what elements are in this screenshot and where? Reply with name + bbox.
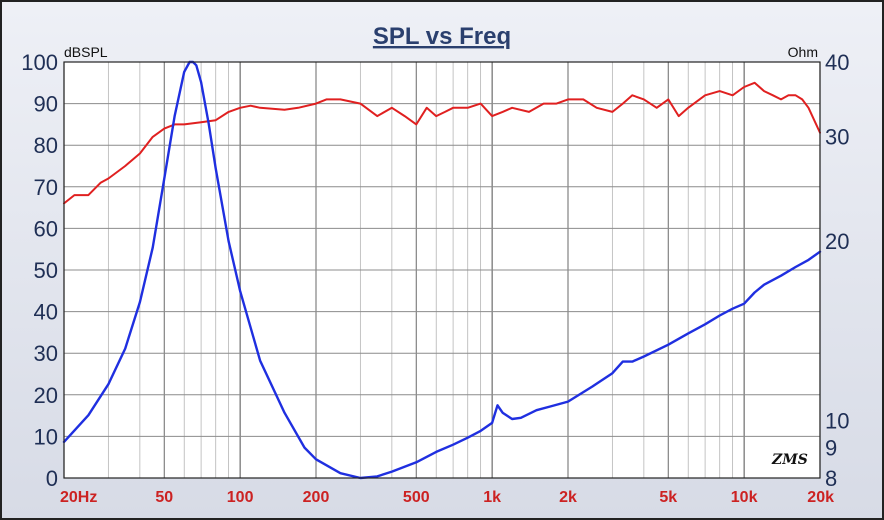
- left-axis-unit: dBSPL: [64, 44, 108, 60]
- x-axis-ticks: 20Hz 50 100 200 500 1k 2k 5k 10k 20k: [60, 489, 834, 506]
- x-tick-label: 200: [303, 489, 330, 506]
- spl-line: [63, 81, 821, 205]
- zms-logo: ZMS: [771, 452, 808, 468]
- left-tick-label: 100: [21, 50, 58, 75]
- plot-border: [63, 61, 821, 479]
- x-tick-label: 500: [403, 489, 430, 506]
- right-tick-label: 10: [825, 408, 849, 433]
- left-tick-label: 90: [34, 92, 58, 117]
- left-tick-label: 40: [34, 300, 58, 325]
- right-tick-label: 20: [825, 229, 849, 254]
- left-tick-label: 30: [34, 341, 58, 366]
- x-tick-label: 2k: [559, 489, 577, 506]
- left-tick-label: 80: [34, 133, 58, 158]
- x-tick-label: 10k: [731, 489, 758, 506]
- x-tick-label: 100: [227, 489, 254, 506]
- left-tick-label: 0: [46, 466, 58, 491]
- left-tick-label: 10: [34, 424, 58, 449]
- x-tick-label: 20Hz: [60, 489, 97, 506]
- right-axis-unit: Ohm: [788, 44, 818, 60]
- right-tick-label: 9: [825, 436, 837, 461]
- chart-title: SPL vs Freq: [373, 23, 511, 50]
- left-tick-label: 50: [34, 258, 58, 283]
- left-axis-ticks: 0 10 20 30 40 50 60 70 80 90 100: [21, 50, 58, 491]
- right-axis-ticks: 8 9 10 20 30 40: [825, 50, 849, 491]
- right-tick-label: 8: [825, 466, 837, 491]
- right-tick-label: 40: [825, 50, 849, 75]
- left-tick-label: 60: [34, 216, 58, 241]
- right-tick-label: 30: [825, 124, 849, 149]
- x-tick-label: 5k: [659, 489, 677, 506]
- x-tick-label: 50: [155, 489, 173, 506]
- left-tick-label: 20: [34, 383, 58, 408]
- x-tick-label: 1k: [483, 489, 501, 506]
- left-tick-label: 70: [34, 175, 58, 200]
- x-tick-label: 20k: [807, 489, 834, 506]
